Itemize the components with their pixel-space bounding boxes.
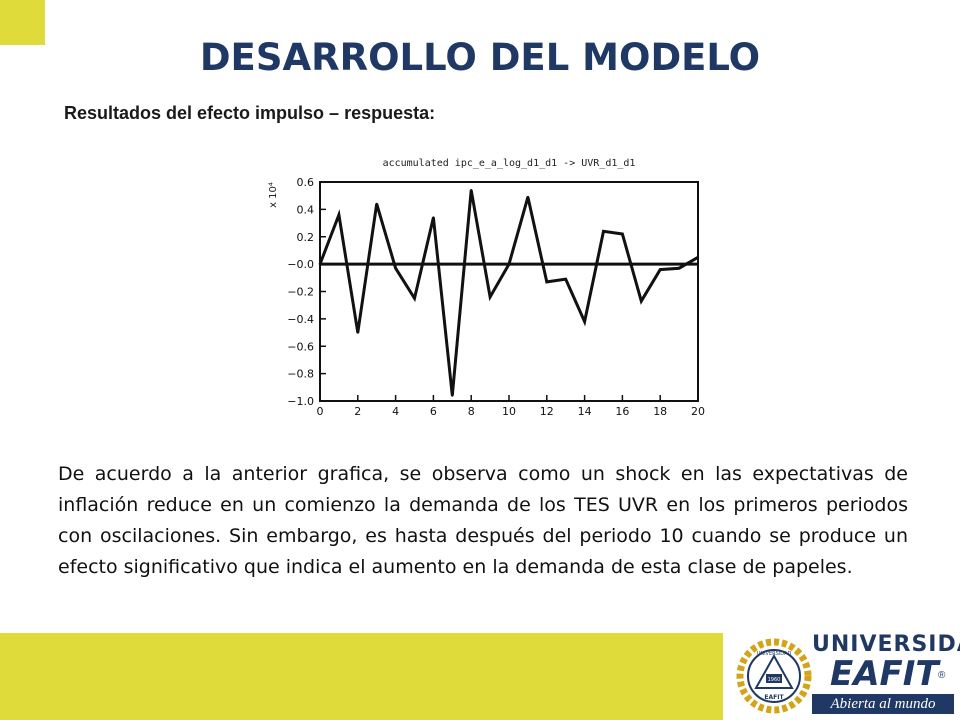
- corner-accent-square: [0, 0, 45, 45]
- svg-text:1960: 1960: [768, 677, 781, 683]
- y-tick-label: −0.6: [287, 340, 314, 353]
- logo-name-line1: UNIVERSIDAD: [812, 632, 960, 657]
- logo-name-line2: EAFIT: [830, 654, 939, 694]
- response-data-point: [507, 262, 511, 266]
- logo-tagline: Abierta al mundo: [812, 694, 954, 714]
- y-tick-label: 0.2: [297, 231, 315, 244]
- x-tick-label: 0: [317, 405, 324, 418]
- eafit-logo: UNIVERSIDAD 1960 EAFIT UNIVERSIDAD EAFIT…: [730, 628, 960, 720]
- response-data-point: [318, 262, 322, 266]
- response-data-point: [451, 394, 454, 397]
- x-tick-label: 12: [540, 405, 554, 418]
- x-tick-label: 2: [354, 405, 361, 418]
- x-tick-label: 8: [468, 405, 475, 418]
- response-data-point: [677, 267, 681, 270]
- x-tick-label: 4: [392, 405, 399, 418]
- y-tick-label: −0.0: [287, 258, 314, 271]
- response-data-point: [394, 267, 397, 270]
- response-data-point: [640, 299, 643, 303]
- y-tick-label: 0.4: [297, 203, 315, 216]
- logo-registered-mark: ®: [938, 670, 946, 681]
- x-tick-label: 14: [578, 405, 592, 418]
- y-axis-label: x 10⁴: [268, 182, 279, 208]
- x-tick-label: 16: [615, 405, 629, 418]
- response-data-point: [696, 256, 700, 259]
- plot-frame: [319, 181, 699, 402]
- x-tick-label: 10: [502, 405, 516, 418]
- explanation-paragraph: De acuerdo a la anterior grafica, se obs…: [58, 463, 908, 578]
- response-data-point: [602, 230, 605, 233]
- x-tick-label: 18: [653, 405, 667, 418]
- y-tick-label: 0.6: [297, 176, 315, 189]
- response-data-point: [470, 189, 473, 192]
- response-data-point: [413, 297, 416, 300]
- svg-text:EAFIT: EAFIT: [764, 694, 784, 701]
- response-data-point: [375, 202, 378, 206]
- response-series-line: [318, 189, 699, 396]
- response-data-point: [621, 232, 624, 236]
- response-data-point: [564, 277, 567, 281]
- y-tick-label: −1.0: [287, 395, 314, 408]
- slide-subtitle: Resultados del efecto impulso – respuest…: [64, 103, 436, 123]
- response-data-point: [356, 331, 359, 334]
- x-tick-label: 20: [691, 405, 705, 418]
- response-data-point: [583, 320, 586, 323]
- response-data-point: [432, 216, 435, 219]
- response-data-point: [488, 295, 492, 299]
- y-tick-label: −0.4: [287, 313, 314, 326]
- chart-title: accumulated ipc_e_a_log_d1_d1 -> UVR_d1_…: [383, 158, 636, 169]
- response-data-point: [526, 195, 530, 199]
- footer-accent-band: [0, 633, 723, 720]
- response-data-point: [337, 213, 341, 217]
- svg-text:UNIVERSIDAD: UNIVERSIDAD: [757, 651, 792, 657]
- response-data-point: [659, 268, 662, 271]
- x-tick-label: 6: [430, 405, 437, 418]
- y-tick-label: −0.8: [287, 368, 314, 381]
- y-tick-label: −0.2: [287, 286, 314, 299]
- response-data-point: [545, 280, 548, 284]
- slide-title: DESARROLLO DEL MODELO: [199, 36, 761, 79]
- chart-canvas: accumulated ipc_e_a_log_d1_d1 -> UVR_d1_…: [268, 158, 705, 418]
- impulse-response-chart: accumulated ipc_e_a_log_d1_d1 -> UVR_d1_…: [262, 150, 722, 440]
- eafit-seal-icon: UNIVERSIDAD 1960 EAFIT: [736, 638, 812, 714]
